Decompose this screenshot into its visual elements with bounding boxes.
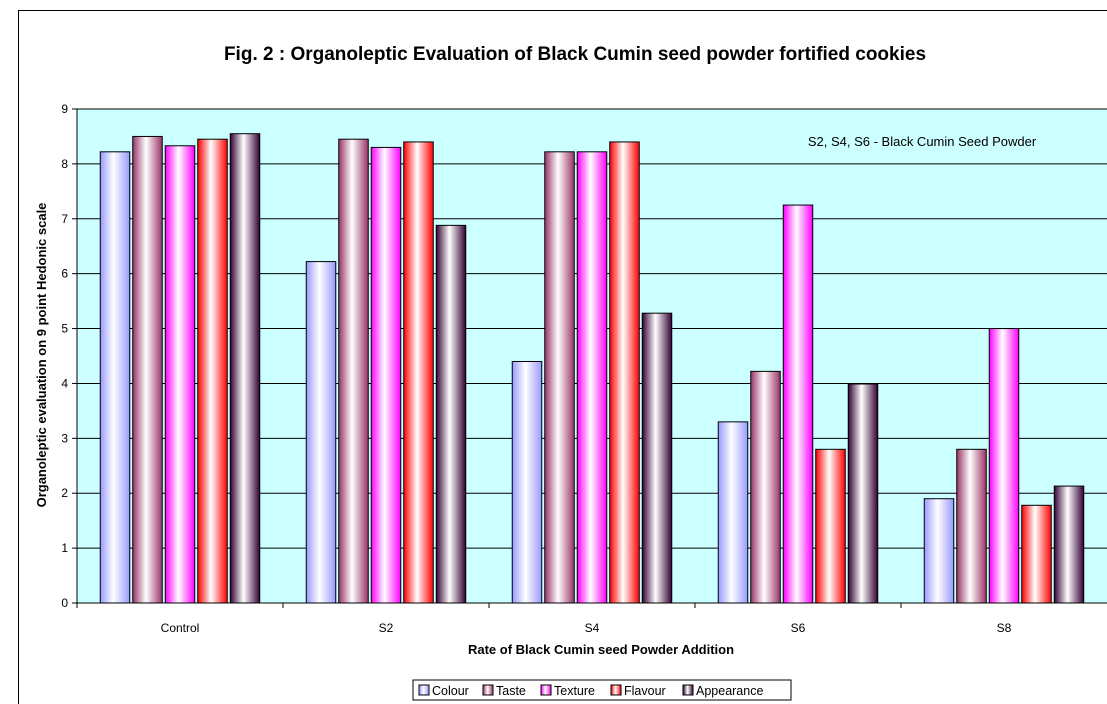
x-axis-title: Rate of Black Cumin seed Powder Addition bbox=[468, 642, 734, 657]
bar-control-taste bbox=[132, 135, 163, 604]
bar-s6-taste bbox=[750, 370, 781, 604]
chart-title: Fig. 2 : Organoleptic Evaluation of Blac… bbox=[224, 44, 926, 65]
bar-s6-texture bbox=[782, 204, 814, 604]
y-tick-label: 5 bbox=[61, 322, 68, 336]
y-tick-label: 0 bbox=[61, 596, 68, 610]
bar-s4-flavour bbox=[609, 141, 640, 604]
bar-layer bbox=[99, 133, 1085, 604]
legend-swatch-texture bbox=[540, 684, 552, 696]
legend-swatch-colour bbox=[418, 684, 430, 696]
bar-s8-colour bbox=[923, 498, 955, 604]
x-tick-label: S8 bbox=[997, 621, 1012, 635]
bar-control-colour bbox=[99, 151, 131, 604]
bar-s2-flavour bbox=[403, 141, 434, 604]
legend-label-flavour: Flavour bbox=[624, 684, 666, 698]
bar-s6-colour bbox=[717, 421, 749, 604]
legend-swatch-flavour bbox=[610, 684, 622, 696]
y-tick-label: 8 bbox=[61, 157, 68, 171]
series-note: S2, S4, S6 - Black Cumin Seed Powder bbox=[808, 134, 1037, 149]
bar-s2-appearance bbox=[435, 224, 467, 604]
bar-s2-colour bbox=[305, 261, 337, 604]
bar-s6-flavour bbox=[815, 448, 846, 604]
legend-label-colour: Colour bbox=[432, 684, 469, 698]
x-tick-label: Control bbox=[161, 621, 200, 635]
bar-s6-appearance bbox=[847, 383, 879, 604]
bar-s4-colour bbox=[511, 360, 543, 604]
x-tick-label: S4 bbox=[585, 621, 600, 635]
y-tick-label: 9 bbox=[61, 102, 68, 116]
y-tick-label: 2 bbox=[61, 486, 68, 500]
bar-control-flavour bbox=[197, 138, 228, 604]
bar-s2-texture bbox=[370, 146, 402, 604]
y-tick-label: 3 bbox=[61, 431, 68, 445]
legend-box bbox=[412, 679, 792, 701]
y-tick-label: 7 bbox=[61, 212, 68, 226]
legend-label-taste: Taste bbox=[496, 684, 526, 698]
y-tick-label: 1 bbox=[61, 541, 68, 555]
y-tick-label: 6 bbox=[61, 267, 68, 281]
legend-label-appearance: Appearance bbox=[696, 684, 763, 698]
bar-s4-appearance bbox=[641, 312, 673, 604]
bar-s4-taste bbox=[544, 151, 575, 604]
y-tick-label: 4 bbox=[61, 376, 68, 390]
bar-s8-flavour bbox=[1021, 504, 1052, 604]
legend-swatch-taste bbox=[482, 684, 494, 696]
y-axis-title: Organoleptic evaluation on 9 point Hedon… bbox=[34, 203, 49, 508]
legend-label-texture: Texture bbox=[554, 684, 595, 698]
x-tick-label: S2 bbox=[379, 621, 394, 635]
bar-s8-taste bbox=[956, 448, 987, 604]
legend-swatch-appearance bbox=[682, 684, 694, 696]
axes: 0 1 2 3 4 5 6 7 8 9 Control S2 S4 S6 S8 bbox=[61, 102, 1107, 635]
bar-control-texture bbox=[164, 145, 196, 604]
bar-s2-taste bbox=[338, 138, 369, 604]
bar-s8-texture bbox=[988, 328, 1020, 604]
bar-s4-texture bbox=[576, 151, 608, 604]
bar-control-appearance bbox=[229, 133, 261, 604]
x-tick-label: S6 bbox=[791, 621, 806, 635]
legend: Colour Taste Texture Flavour Appearance bbox=[412, 679, 792, 701]
bar-s8-appearance bbox=[1053, 485, 1085, 604]
